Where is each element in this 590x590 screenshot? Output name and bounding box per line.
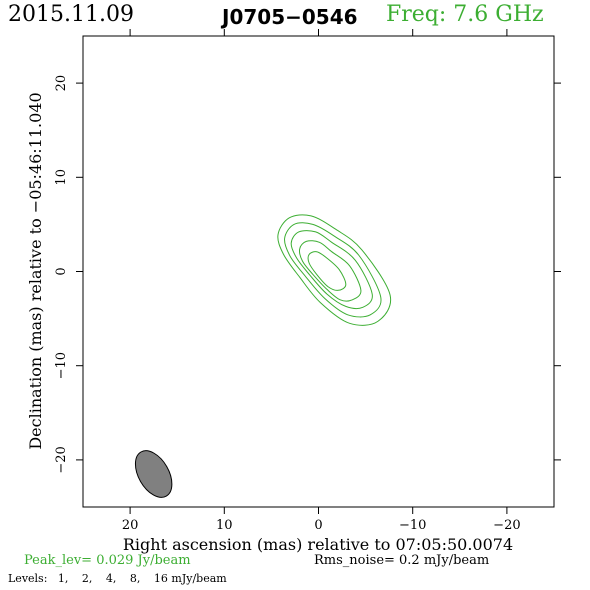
contour-levels-legend: Levels: 1, 2, 4, 8, 16 mJy/beam [8, 572, 237, 585]
x-axis-label: Right ascension (mas) relative to 07:05:… [123, 535, 513, 554]
y-tick-label: −20 [54, 446, 69, 473]
axis-ticks [76, 29, 561, 514]
y-tick-label: −10 [54, 352, 69, 379]
y-tick-label: 10 [54, 169, 69, 186]
y-tick-label: 20 [54, 75, 69, 92]
source-name: J0705−0546 [222, 5, 358, 29]
level-value: 16 mJy/beam [153, 572, 227, 585]
beam-ellipse [134, 450, 173, 498]
contour-line [277, 214, 392, 326]
y-axis-label: Declination (mas) relative to −05:46:11.… [26, 92, 45, 449]
levels-label: Levels: [8, 572, 48, 585]
beam-shape [134, 450, 173, 498]
contour-levels [277, 214, 392, 326]
y-tick-labels: −20 −10 0 10 20 [54, 75, 69, 474]
x-tick-label: 0 [314, 518, 322, 533]
contour-line [307, 251, 347, 291]
contour-line [299, 240, 362, 302]
observation-date: 2015.11.09 [8, 2, 134, 27]
contour-line [284, 222, 382, 318]
x-tick-label: −20 [493, 518, 520, 533]
y-tick-label: 0 [54, 267, 69, 275]
plot-frame [82, 35, 555, 508]
x-tick-labels: 20 10 0 −10 −20 [122, 518, 521, 533]
level-value: 4, [105, 572, 117, 585]
frequency-label: Freq: 7.6 GHz [386, 2, 544, 27]
peak-level: Peak_lev= 0.029 Jy/beam [24, 553, 191, 568]
level-value: 1, [57, 572, 69, 585]
level-value: 8, [129, 572, 141, 585]
x-tick-label: 10 [216, 518, 233, 533]
level-value: 2, [81, 572, 93, 585]
x-tick-label: −10 [399, 518, 426, 533]
rms-noise: Rms_noise= 0.2 mJy/beam [314, 553, 490, 568]
x-tick-label: 20 [122, 518, 139, 533]
contour-line [290, 230, 373, 309]
